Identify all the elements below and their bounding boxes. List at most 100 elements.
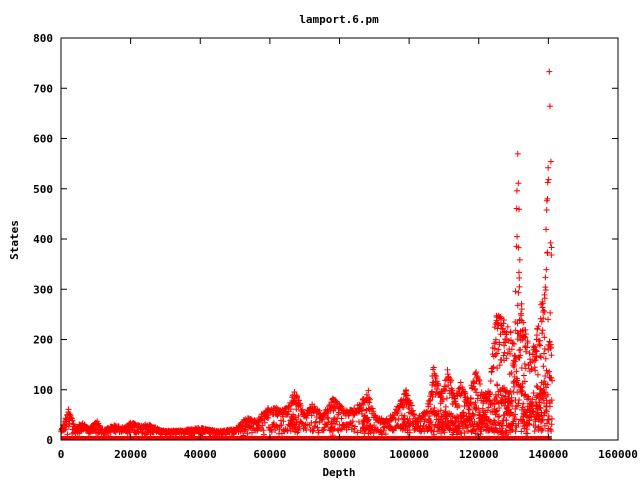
data-point	[541, 378, 548, 385]
data-point	[66, 420, 73, 427]
data-point	[470, 413, 477, 420]
data-point	[538, 427, 545, 434]
data-point	[291, 389, 298, 396]
y-tick-label: 700	[33, 82, 53, 95]
x-tick-label: 100000	[389, 448, 429, 461]
data-point	[242, 426, 249, 433]
data-point	[473, 368, 480, 375]
data-point	[328, 423, 335, 430]
data-point	[284, 411, 291, 418]
data-point	[440, 396, 447, 403]
data-point	[503, 417, 510, 424]
x-axis-label: Depth	[322, 466, 355, 479]
data-point	[532, 357, 539, 364]
data-point	[470, 427, 477, 434]
data-point	[278, 421, 285, 428]
data-point	[508, 397, 515, 404]
data-point	[365, 416, 372, 423]
data-point	[61, 426, 68, 433]
data-point	[492, 336, 499, 343]
data-point	[519, 383, 526, 390]
data-point	[284, 427, 291, 434]
data-point	[426, 412, 433, 419]
data-point	[508, 421, 515, 428]
data-point	[287, 406, 294, 413]
data-point	[536, 341, 543, 348]
baseline-point-band	[61, 435, 552, 440]
data-point	[478, 428, 485, 435]
data-point	[503, 355, 510, 362]
data-point	[548, 415, 555, 422]
y-tick-label: 100	[33, 384, 53, 397]
data-point	[365, 387, 372, 394]
data-point	[434, 386, 441, 393]
y-axis-label: States	[8, 220, 21, 260]
data-point	[311, 403, 318, 410]
data-point	[69, 417, 76, 424]
data-point	[518, 300, 525, 307]
data-point	[293, 393, 300, 400]
data-point	[533, 382, 540, 389]
data-point	[406, 429, 413, 436]
data-point	[509, 339, 516, 346]
data-point	[512, 406, 519, 413]
data-point	[520, 372, 527, 379]
data-point	[499, 392, 506, 399]
x-tick-label: 160000	[598, 448, 638, 461]
data-point	[464, 422, 471, 429]
y-tick-label: 0	[46, 434, 53, 447]
data-point	[309, 428, 316, 435]
y-tick-label: 600	[33, 133, 53, 146]
data-point	[549, 377, 556, 384]
data-point	[494, 365, 501, 372]
data-point	[421, 428, 428, 435]
data-point	[435, 381, 442, 388]
data-point	[546, 103, 553, 110]
data-point	[442, 403, 449, 410]
data-point	[508, 369, 515, 376]
data-point	[524, 344, 531, 351]
data-point	[398, 412, 405, 419]
data-point	[533, 348, 540, 355]
data-point	[544, 249, 551, 256]
data-point	[548, 427, 555, 434]
data-point	[294, 427, 301, 434]
data-point	[543, 408, 550, 415]
data-point	[537, 405, 544, 412]
data-point	[531, 428, 538, 435]
data-point	[513, 424, 520, 431]
data-point	[543, 206, 550, 213]
data-point	[511, 383, 518, 390]
data-point	[514, 389, 521, 396]
data-point	[303, 414, 310, 421]
data-point	[360, 419, 367, 426]
data-point	[406, 415, 413, 422]
data-point	[514, 320, 521, 327]
data-point	[537, 342, 544, 349]
data-point	[539, 327, 546, 334]
data-point	[308, 412, 315, 419]
data-point	[496, 362, 503, 369]
data-point	[542, 373, 549, 380]
data-point	[544, 195, 551, 202]
x-tick-label: 0	[58, 448, 65, 461]
data-point	[535, 323, 542, 330]
data-point	[446, 426, 453, 433]
data-point	[539, 426, 546, 433]
data-point	[467, 395, 474, 402]
data-point	[511, 340, 518, 347]
data-point	[345, 410, 352, 417]
data-point	[520, 319, 527, 326]
data-point	[520, 400, 527, 407]
data-point	[522, 326, 529, 333]
data-point	[518, 384, 525, 391]
data-point	[408, 402, 415, 409]
data-point	[380, 424, 387, 431]
data-point	[429, 393, 436, 400]
data-point	[547, 309, 554, 316]
data-point	[360, 402, 367, 409]
data-point	[265, 414, 272, 421]
data-point	[545, 176, 552, 183]
data-point	[541, 295, 548, 302]
data-point	[479, 405, 486, 412]
